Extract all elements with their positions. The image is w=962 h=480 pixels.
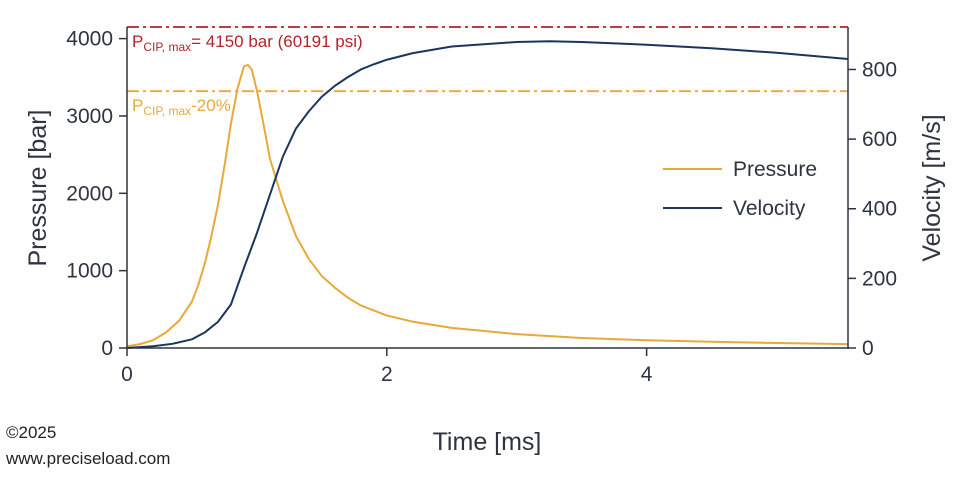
x-tick-label: 4 [641,363,653,386]
reference-line-label: PCIP, max-20% [132,96,231,118]
x-axis-title: Time [ms] [433,428,542,456]
series-line-pressure [127,63,848,348]
y-left-tick-label: 3000 [66,105,113,128]
x-tick-label: 2 [381,363,393,386]
y-right-tick-label: 400 [862,198,897,221]
x-tick-label: 0 [121,363,133,386]
y-axis-right-title: Velocity [m/s] [918,114,946,261]
series-line-velocity [127,40,848,349]
y-right-tick-label: 800 [862,58,897,81]
reference-line-label: PCIP, max= 4150 bar (60191 psi) [132,32,363,54]
copyright-text: ©2025 [6,423,57,442]
website-text: www.preciseload.com [6,449,171,468]
legend-label-pressure: Pressure [733,158,817,181]
y-axis-left-title: Pressure [bar] [24,109,52,266]
y-left-tick-label: 4000 [66,28,113,51]
y-left-tick-label: 0 [101,337,113,360]
legend-label-velocity: Velocity [733,197,806,220]
y-right-tick-label: 0 [862,337,874,360]
y-left-tick-label: 2000 [66,182,113,205]
y-left-tick-label: 1000 [66,260,113,283]
y-right-tick-label: 600 [862,128,897,151]
y-right-tick-label: 200 [862,267,897,290]
